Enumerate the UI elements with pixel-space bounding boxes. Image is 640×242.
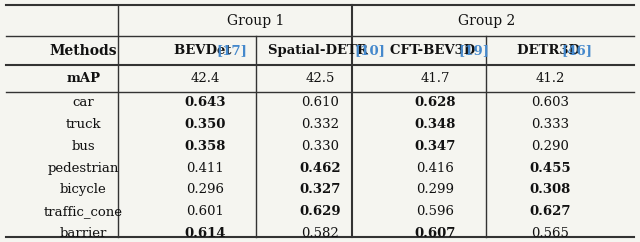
Text: traffic_cone: traffic_cone	[44, 205, 123, 218]
Text: 0.347: 0.347	[415, 140, 456, 153]
Text: 0.629: 0.629	[299, 205, 341, 218]
Text: Spatial-DETR: Spatial-DETR	[268, 44, 372, 57]
Text: 0.607: 0.607	[415, 227, 456, 240]
Text: 0.462: 0.462	[299, 162, 341, 175]
Text: pedestrian: pedestrian	[47, 162, 119, 175]
Text: 42.4: 42.4	[190, 72, 220, 85]
Text: 0.350: 0.350	[184, 118, 225, 131]
Text: 0.627: 0.627	[530, 205, 571, 218]
Text: car: car	[72, 96, 94, 109]
Text: mAP: mAP	[66, 72, 100, 85]
Text: 0.416: 0.416	[416, 162, 454, 175]
Text: [46]: [46]	[562, 44, 593, 57]
Text: 0.411: 0.411	[186, 162, 223, 175]
Text: 0.348: 0.348	[415, 118, 456, 131]
Text: [10]: [10]	[355, 44, 385, 57]
Text: 0.614: 0.614	[184, 227, 226, 240]
Text: 0.308: 0.308	[530, 183, 571, 197]
Text: 0.596: 0.596	[416, 205, 454, 218]
Text: Group 1: Group 1	[227, 14, 285, 28]
Text: truck: truck	[65, 118, 101, 131]
Text: 0.333: 0.333	[531, 118, 570, 131]
Text: 0.327: 0.327	[300, 183, 340, 197]
Text: 0.330: 0.330	[301, 140, 339, 153]
Text: [17]: [17]	[216, 44, 247, 57]
Text: 0.603: 0.603	[531, 96, 570, 109]
Text: 0.290: 0.290	[531, 140, 570, 153]
Text: 41.7: 41.7	[420, 72, 450, 85]
Text: DETR3D: DETR3D	[516, 44, 584, 57]
Text: 0.455: 0.455	[529, 162, 572, 175]
Text: Group 2: Group 2	[458, 14, 515, 28]
Text: 0.299: 0.299	[416, 183, 454, 197]
Text: 0.582: 0.582	[301, 227, 339, 240]
Text: 42.5: 42.5	[305, 72, 335, 85]
Text: BEVDet: BEVDet	[174, 44, 236, 57]
Text: 0.628: 0.628	[415, 96, 456, 109]
Text: 0.565: 0.565	[531, 227, 570, 240]
Text: bus: bus	[72, 140, 95, 153]
Text: 0.296: 0.296	[186, 183, 224, 197]
Text: CFT-BEV3D: CFT-BEV3D	[390, 44, 480, 57]
Text: 0.358: 0.358	[184, 140, 225, 153]
Text: 0.332: 0.332	[301, 118, 339, 131]
Text: bicycle: bicycle	[60, 183, 107, 197]
Text: [19]: [19]	[458, 44, 489, 57]
Text: 0.601: 0.601	[186, 205, 224, 218]
Text: barrier: barrier	[60, 227, 107, 240]
Text: 0.643: 0.643	[184, 96, 225, 109]
Text: Methods: Methods	[49, 44, 117, 58]
Text: 0.610: 0.610	[301, 96, 339, 109]
Text: 41.2: 41.2	[536, 72, 565, 85]
